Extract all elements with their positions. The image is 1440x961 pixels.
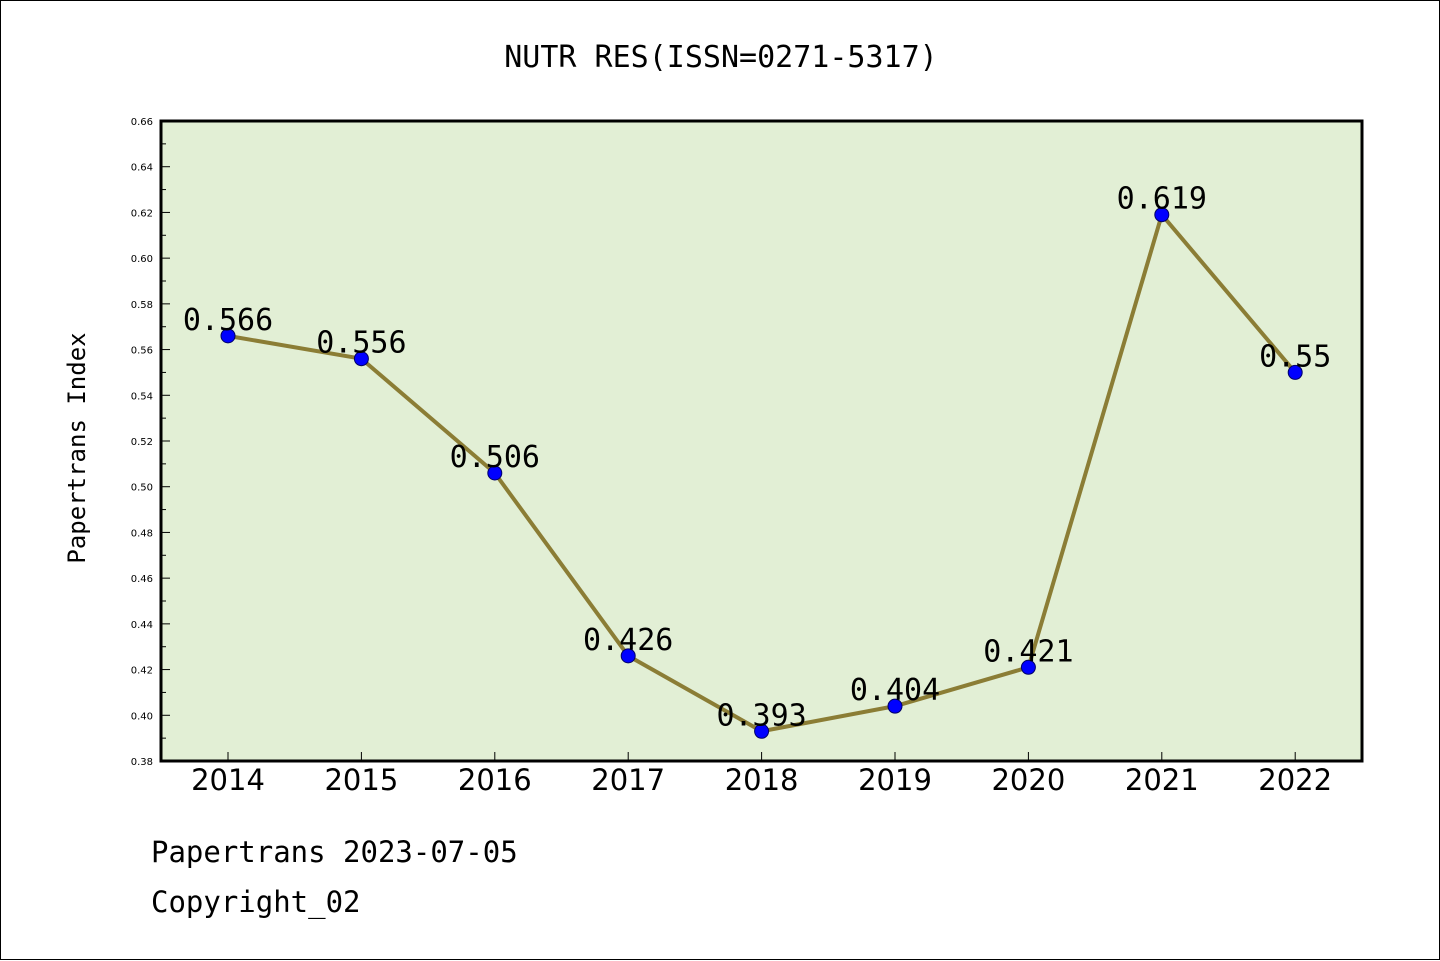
x-tick-label: 2017 <box>591 763 665 797</box>
data-point <box>353 351 369 367</box>
data-point <box>1154 207 1170 223</box>
y-tick-label: 0.58 <box>131 300 153 311</box>
footer-copyright: Copyright_02 <box>151 885 361 919</box>
data-point <box>487 465 503 481</box>
data-label: 0.421 <box>983 634 1073 669</box>
data-point <box>887 698 903 714</box>
x-tick-label: 2018 <box>725 763 799 797</box>
x-tick-label: 2021 <box>1125 763 1199 797</box>
y-tick-label: 0.50 <box>131 483 153 494</box>
x-tick-label: 2014 <box>191 763 265 797</box>
x-tick-label: 2020 <box>991 763 1065 797</box>
data-label: 0.619 <box>1117 182 1207 217</box>
x-tick-label: 2016 <box>458 763 532 797</box>
y-tick-label: 0.64 <box>131 163 153 174</box>
data-labels: 0.566 0.556 0.506 0.426 0.393 0.404 0.421 0.619… <box>183 182 1331 734</box>
y-tick-label: 0.40 <box>131 711 153 722</box>
y-axis-label: Papertrans Index <box>63 332 91 563</box>
data-label: 0.506 <box>450 440 540 475</box>
data-point <box>220 328 236 344</box>
y-tick-label: 0.44 <box>131 620 153 631</box>
y-tick-label: 0.52 <box>131 437 153 448</box>
x-tick-label: 2019 <box>858 763 932 797</box>
footer-date: Papertrans 2023-07-05 <box>151 835 518 869</box>
data-point <box>1020 659 1036 675</box>
data-point <box>1287 364 1303 380</box>
data-label: 0.556 <box>316 326 406 361</box>
data-label: 0.566 <box>183 303 273 338</box>
y-tick-label: 0.62 <box>131 208 153 219</box>
x-tick-label: 2022 <box>1258 763 1332 797</box>
data-label: 0.393 <box>716 698 806 733</box>
y-tick-label: 0.46 <box>131 574 153 585</box>
y-tick-label: 0.56 <box>131 346 153 357</box>
data-label: 0.55 <box>1259 339 1331 374</box>
data-point <box>620 648 636 664</box>
y-tick-label: 0.66 <box>131 117 153 128</box>
chart-title: NUTR RES(ISSN=0271-5317) <box>504 40 937 75</box>
y-tick-label: 0.54 <box>131 391 153 402</box>
series-papertrans-index <box>220 207 1303 739</box>
data-point <box>754 723 770 739</box>
y-tick-label: 0.38 <box>131 757 153 768</box>
y-axis-ticks: 0.38 0.40 0.42 0.44 0.46 0.48 0.50 0.52 0.54 0.56… <box>131 117 170 768</box>
y-tick-label: 0.60 <box>131 254 153 265</box>
x-axis-ticks: 2014 2015 2016 2017 2018 2019 2020 2021 2022 <box>191 752 1332 797</box>
plot-area <box>159 119 1364 763</box>
data-label: 0.404 <box>850 673 940 708</box>
x-tick-label: 2015 <box>324 763 398 797</box>
y-tick-label: 0.48 <box>131 528 153 539</box>
data-label: 0.426 <box>583 623 673 658</box>
y-tick-label: 0.42 <box>131 666 153 677</box>
